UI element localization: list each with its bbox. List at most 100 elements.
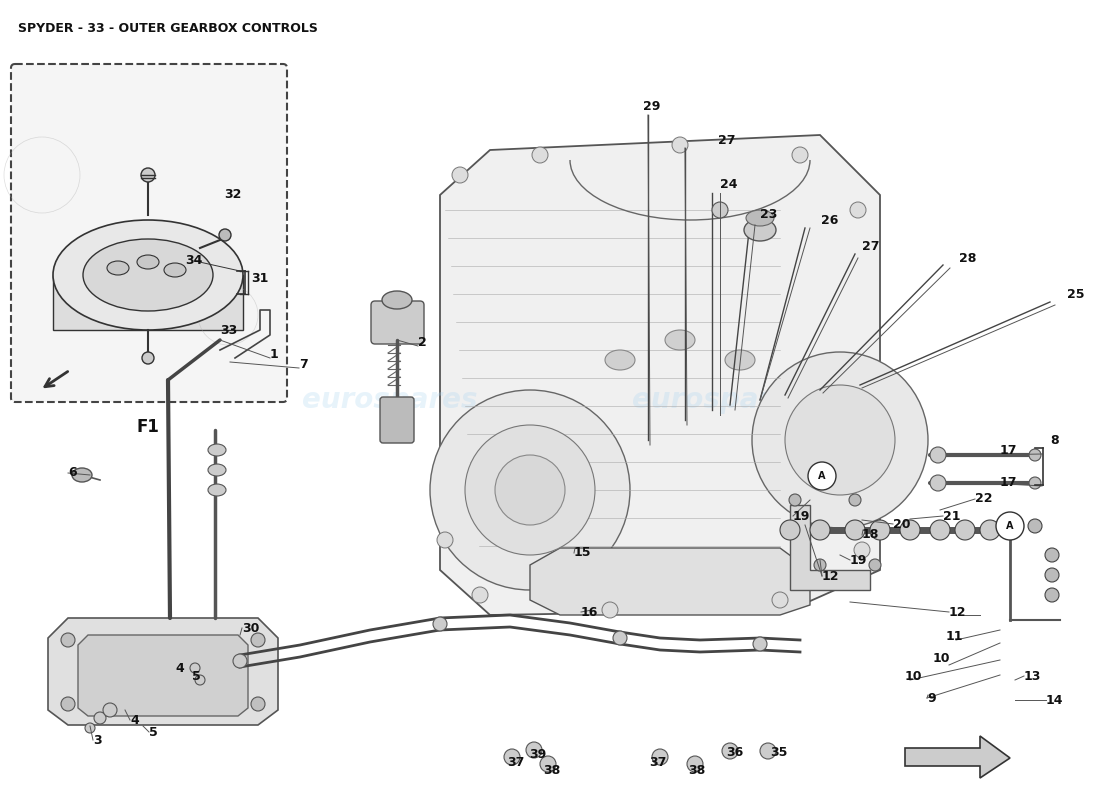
Circle shape bbox=[808, 462, 836, 490]
Circle shape bbox=[540, 756, 556, 772]
Ellipse shape bbox=[164, 263, 186, 277]
Text: 16: 16 bbox=[581, 606, 598, 618]
Circle shape bbox=[789, 494, 801, 506]
Text: 10: 10 bbox=[905, 670, 923, 682]
Text: eurospares: eurospares bbox=[632, 386, 807, 414]
Circle shape bbox=[1045, 568, 1059, 582]
Text: 13: 13 bbox=[1024, 670, 1042, 682]
Circle shape bbox=[103, 703, 117, 717]
Circle shape bbox=[980, 520, 1000, 540]
Text: eurospares: eurospares bbox=[302, 386, 477, 414]
Circle shape bbox=[452, 167, 468, 183]
Text: 37: 37 bbox=[649, 755, 667, 769]
Circle shape bbox=[94, 712, 106, 724]
Polygon shape bbox=[905, 736, 1010, 778]
Circle shape bbox=[712, 202, 728, 218]
Text: 20: 20 bbox=[893, 518, 911, 530]
Circle shape bbox=[1028, 449, 1041, 461]
Ellipse shape bbox=[72, 468, 92, 482]
Circle shape bbox=[1028, 477, 1041, 489]
Ellipse shape bbox=[746, 210, 774, 226]
Text: A: A bbox=[818, 471, 826, 481]
Ellipse shape bbox=[141, 168, 155, 182]
Circle shape bbox=[1045, 548, 1059, 562]
Circle shape bbox=[772, 592, 788, 608]
Text: 38: 38 bbox=[688, 763, 705, 777]
Text: 1: 1 bbox=[270, 349, 278, 362]
Circle shape bbox=[722, 743, 738, 759]
Ellipse shape bbox=[208, 464, 226, 476]
Text: 7: 7 bbox=[299, 358, 308, 371]
Circle shape bbox=[849, 494, 861, 506]
Circle shape bbox=[780, 520, 800, 540]
Circle shape bbox=[190, 663, 200, 673]
Text: 19: 19 bbox=[793, 510, 811, 522]
Ellipse shape bbox=[208, 444, 226, 456]
Text: 34: 34 bbox=[185, 254, 202, 267]
Text: 18: 18 bbox=[862, 529, 879, 542]
Circle shape bbox=[437, 532, 453, 548]
Circle shape bbox=[251, 633, 265, 647]
Text: 14: 14 bbox=[1046, 694, 1064, 706]
FancyBboxPatch shape bbox=[11, 64, 287, 402]
Circle shape bbox=[430, 390, 630, 590]
Circle shape bbox=[810, 520, 830, 540]
Circle shape bbox=[532, 147, 548, 163]
Text: 27: 27 bbox=[862, 241, 880, 254]
Circle shape bbox=[433, 617, 447, 631]
Circle shape bbox=[752, 352, 928, 528]
Text: 28: 28 bbox=[959, 251, 977, 265]
Circle shape bbox=[955, 520, 975, 540]
Text: 5: 5 bbox=[148, 726, 157, 738]
Ellipse shape bbox=[219, 229, 231, 241]
Text: 38: 38 bbox=[543, 763, 560, 777]
Text: A: A bbox=[1006, 521, 1014, 531]
Circle shape bbox=[930, 520, 950, 540]
Circle shape bbox=[251, 697, 265, 711]
Ellipse shape bbox=[142, 352, 154, 364]
Polygon shape bbox=[48, 618, 278, 725]
Text: 30: 30 bbox=[242, 622, 260, 634]
Text: 32: 32 bbox=[224, 189, 241, 202]
Circle shape bbox=[613, 631, 627, 645]
Text: 33: 33 bbox=[220, 323, 238, 337]
Text: 8: 8 bbox=[1050, 434, 1058, 446]
Text: 4: 4 bbox=[175, 662, 184, 674]
Circle shape bbox=[870, 520, 890, 540]
Text: 23: 23 bbox=[760, 209, 778, 222]
Text: 6: 6 bbox=[68, 466, 77, 479]
Circle shape bbox=[652, 749, 668, 765]
Ellipse shape bbox=[605, 350, 635, 370]
Circle shape bbox=[85, 723, 95, 733]
FancyBboxPatch shape bbox=[371, 301, 424, 344]
Text: 36: 36 bbox=[726, 746, 744, 759]
Text: 35: 35 bbox=[770, 746, 788, 759]
Ellipse shape bbox=[138, 255, 160, 269]
Text: 17: 17 bbox=[1000, 477, 1018, 490]
Text: 27: 27 bbox=[718, 134, 736, 146]
Circle shape bbox=[1028, 519, 1042, 533]
Polygon shape bbox=[440, 135, 880, 615]
Ellipse shape bbox=[53, 220, 243, 330]
Ellipse shape bbox=[666, 330, 695, 350]
Circle shape bbox=[900, 520, 920, 540]
Circle shape bbox=[233, 654, 248, 668]
Circle shape bbox=[930, 447, 946, 463]
Circle shape bbox=[672, 137, 688, 153]
Text: 17: 17 bbox=[1000, 445, 1018, 458]
Circle shape bbox=[688, 756, 703, 772]
Circle shape bbox=[504, 749, 520, 765]
Circle shape bbox=[850, 202, 866, 218]
Ellipse shape bbox=[744, 219, 775, 241]
Circle shape bbox=[930, 475, 946, 491]
Circle shape bbox=[465, 425, 595, 555]
Ellipse shape bbox=[82, 239, 213, 311]
Circle shape bbox=[495, 455, 565, 525]
Text: 12: 12 bbox=[949, 606, 967, 618]
Text: 21: 21 bbox=[943, 510, 960, 522]
Circle shape bbox=[854, 542, 870, 558]
Text: 15: 15 bbox=[574, 546, 592, 559]
Text: 19: 19 bbox=[850, 554, 868, 566]
Text: 2: 2 bbox=[418, 337, 427, 350]
Polygon shape bbox=[530, 548, 810, 615]
